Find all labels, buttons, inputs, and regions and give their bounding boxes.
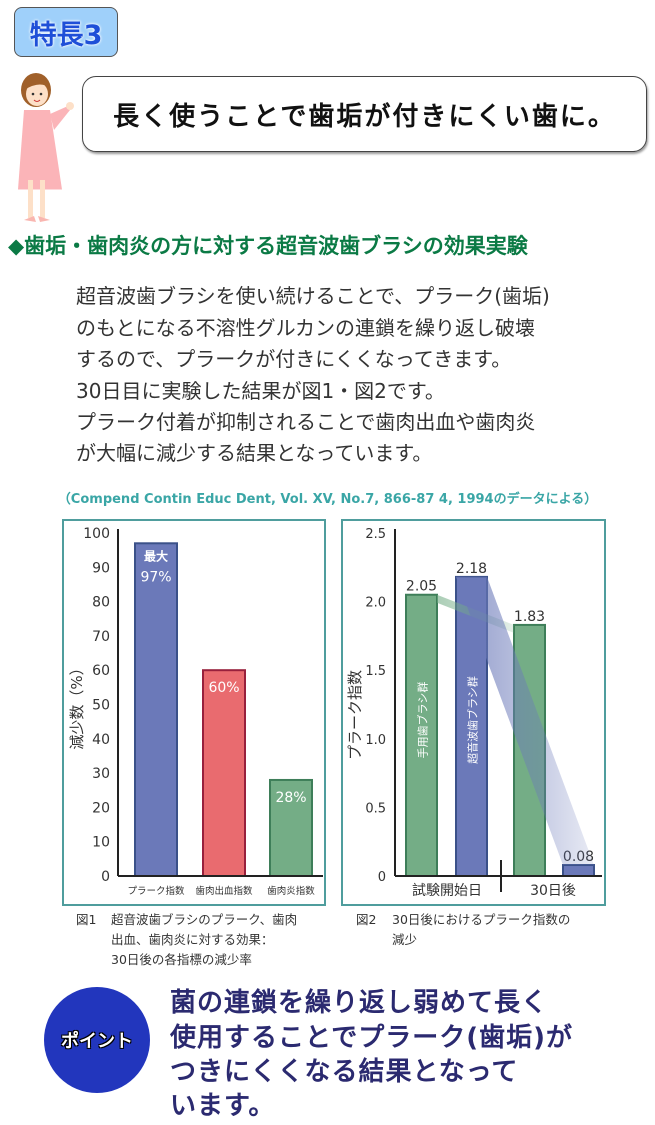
bar bbox=[202, 669, 246, 878]
fig1-caption: 超音波歯ブラシのプラーク、歯肉 出血、歯肉炎に対する効果： 30日後の各指標の減… bbox=[111, 910, 297, 970]
paragraph-line: プラーク付着が抑制されることで歯肉出血や歯肉炎 bbox=[76, 410, 536, 434]
data-label: 60% bbox=[208, 680, 239, 696]
section-heading: ◆歯垢・歯肉炎の方に対する超音波歯ブラシの効果実験 bbox=[8, 234, 528, 258]
data-label: 28% bbox=[275, 790, 306, 806]
caption-line: 出血、歯肉炎に対する効果： bbox=[111, 932, 274, 947]
caption-line: 30日後の各指標の減少率 bbox=[111, 952, 252, 967]
y-tick-label: 90 bbox=[92, 560, 110, 576]
bar bbox=[405, 593, 438, 877]
y-tick-label: 0 bbox=[378, 870, 386, 885]
y-tick-label: 40 bbox=[92, 732, 110, 748]
data-label: 97% bbox=[140, 569, 171, 585]
y-tick-label: 10 bbox=[92, 835, 110, 851]
paragraph-line: するので、プラークが付きにくくなってきます。 bbox=[76, 347, 512, 371]
fig2-caption: 30日後におけるプラーク指数の 減少 bbox=[392, 910, 570, 950]
caption-line: 超音波歯ブラシのプラーク、歯肉 bbox=[111, 912, 298, 927]
y-tick-label: 0 bbox=[101, 869, 110, 885]
paragraph-line: 超音波歯ブラシを使い続けることで、プラーク(歯垢) bbox=[76, 284, 550, 308]
y-axis-label: 減少数（%） bbox=[68, 660, 86, 749]
y-tick-label: 20 bbox=[92, 800, 110, 816]
caption-line: 減少 bbox=[392, 932, 418, 947]
paragraph-line: 30日目に実験した結果が図1・図2です。 bbox=[76, 379, 445, 403]
paragraph-line: のもとになる不溶性グルカンの連鎖を繰り返し破壊 bbox=[76, 316, 535, 340]
y-tick-label: 0.5 bbox=[365, 801, 386, 816]
citation: （Compend Contin Educ Dent, Vol. XV, No.7… bbox=[57, 492, 598, 507]
data-label: 2.05 bbox=[406, 579, 437, 595]
paragraph-line: が大幅に減少する結果となっています。 bbox=[76, 441, 433, 465]
y-tick-label: 50 bbox=[92, 698, 110, 714]
y-tick-label: 100 bbox=[83, 526, 110, 542]
fig1-number: 図1 bbox=[76, 912, 97, 927]
bar bbox=[562, 864, 595, 877]
x-tick-label: 30日後 bbox=[530, 883, 576, 899]
point-badge: ポイント bbox=[44, 987, 150, 1093]
data-label: 1.83 bbox=[514, 609, 545, 625]
point-line: 菌の連鎖を繰り返し弱めて長く bbox=[170, 988, 549, 1018]
x-tick-label: 歯肉炎指数 bbox=[267, 885, 315, 897]
series-label: 超音波歯ブラシ群 bbox=[466, 676, 480, 764]
y-tick-label: 60 bbox=[92, 663, 110, 679]
data-label: 2.18 bbox=[456, 561, 487, 577]
chart2-frame bbox=[341, 519, 606, 906]
y-tick-label: 30 bbox=[92, 766, 110, 782]
point-line: つきにくくなる結果となって bbox=[170, 1057, 519, 1087]
bar bbox=[134, 542, 178, 877]
point-line: います。 bbox=[170, 1091, 276, 1121]
x-tick-label: プラーク指数 bbox=[127, 885, 185, 897]
y-tick-label: 1.5 bbox=[365, 664, 386, 679]
title-text: 長く使うことで歯垢が付きにくい歯に。 bbox=[113, 101, 616, 132]
trend-ribbon-ultrasonic bbox=[456, 576, 594, 866]
y-tick-label: 80 bbox=[92, 595, 110, 611]
feature-badge: 特長3 bbox=[14, 7, 118, 57]
x-tick-label: 歯肉出血指数 bbox=[195, 885, 253, 897]
series-label: 手用歯ブラシ群 bbox=[416, 682, 430, 759]
chart1-frame bbox=[62, 519, 326, 906]
x-tick-label: 試験開始日 bbox=[412, 883, 482, 899]
point-line: 使用することでプラーク(歯垢)が bbox=[170, 1023, 573, 1053]
y-tick-label: 2.0 bbox=[365, 596, 386, 611]
nurse-illustration bbox=[18, 73, 74, 222]
annotation: 最大 bbox=[144, 548, 168, 563]
y-tick-label: 2.5 bbox=[365, 527, 386, 542]
caption-line: 30日後におけるプラーク指数の bbox=[392, 912, 571, 927]
fig2-number: 図2 bbox=[356, 912, 377, 927]
title-box: 長く使うことで歯垢が付きにくい歯に。 bbox=[82, 76, 647, 152]
y-axis-label: プラーク指数 bbox=[346, 670, 364, 760]
y-tick-label: 70 bbox=[92, 629, 110, 645]
y-tick-label: 1.0 bbox=[365, 733, 386, 748]
